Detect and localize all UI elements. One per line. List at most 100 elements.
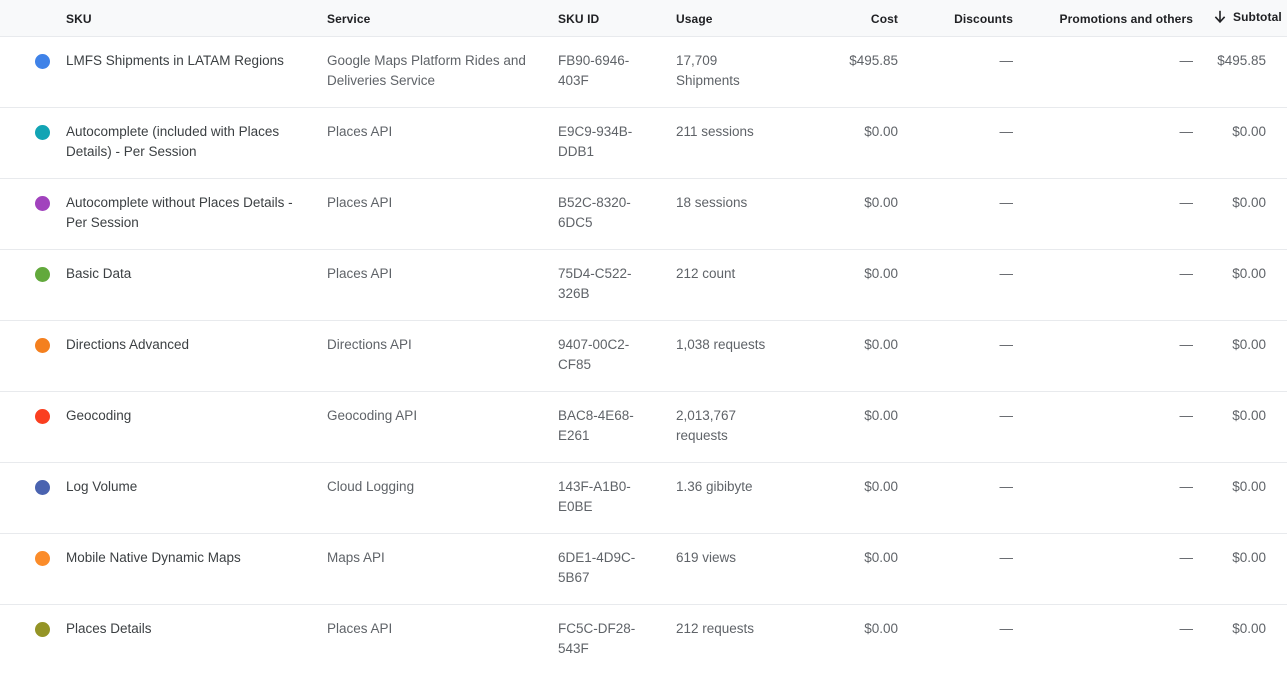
- cell-promotions: —: [1034, 179, 1214, 250]
- cell-sku-text: Autocomplete (included with Places Detai…: [66, 122, 327, 162]
- cell-discounts: —: [919, 321, 1034, 392]
- cell-usage-text: 17,709 Shipments: [676, 51, 806, 91]
- cell-discounts-text: —: [1000, 195, 1014, 210]
- row-color-swatch-cell: [0, 534, 66, 605]
- cell-subtotal: $0.00: [1214, 392, 1287, 463]
- cell-subtotal-text: $0.00: [1232, 195, 1266, 210]
- cell-usage: 18 sessions: [676, 179, 806, 250]
- cell-cost-text: $0.00: [864, 124, 898, 139]
- row-color-swatch-cell: [0, 250, 66, 321]
- cell-sku-id: E9C9-934B-DDB1: [558, 108, 676, 179]
- cell-service: Places API: [327, 179, 558, 250]
- cell-discounts-text: —: [1000, 337, 1014, 352]
- cell-sku-id-text: E9C9-934B-DDB1: [558, 122, 676, 162]
- cell-cost: $0.00: [806, 534, 919, 605]
- cell-sku-id-text: 6DE1-4D9C-5B67: [558, 548, 676, 588]
- cell-promotions: —: [1034, 108, 1214, 179]
- cell-sku-text: Mobile Native Dynamic Maps: [66, 548, 327, 568]
- cell-service: Directions API: [327, 321, 558, 392]
- cell-subtotal-text: $495.85: [1217, 53, 1266, 68]
- column-header-sku-id[interactable]: SKU ID: [558, 0, 676, 37]
- cell-sku: Log Volume: [66, 463, 327, 534]
- cell-sku-text: Autocomplete without Places Details - Pe…: [66, 193, 327, 233]
- cell-cost: $0.00: [806, 605, 919, 675]
- column-header-sku[interactable]: SKU: [66, 0, 327, 37]
- cell-cost-text: $0.00: [864, 621, 898, 636]
- cell-usage: 17,709 Shipments: [676, 37, 806, 108]
- row-color-swatch-cell: [0, 179, 66, 250]
- cell-sku-id: FC5C-DF28-543F: [558, 605, 676, 675]
- cell-sku-id-text: 75D4-C522-326B: [558, 264, 676, 304]
- cell-sku-text: Places Details: [66, 619, 327, 639]
- cell-service-text: Places API: [327, 264, 558, 284]
- row-color-swatch-cell: [0, 392, 66, 463]
- column-header-usage[interactable]: Usage: [676, 0, 806, 37]
- cell-promotions: —: [1034, 321, 1214, 392]
- cell-sku: Places Details: [66, 605, 327, 675]
- cell-sku-id-text: FC5C-DF28-543F: [558, 619, 676, 659]
- color-dot-icon: [35, 54, 50, 69]
- cell-usage-text: 2,013,767 requests: [676, 406, 806, 446]
- cell-service: Maps API: [327, 534, 558, 605]
- cell-usage: 1,038 requests: [676, 321, 806, 392]
- cell-service-text: Places API: [327, 122, 558, 142]
- cell-promotions-text: —: [1180, 195, 1194, 210]
- column-header-discounts[interactable]: Discounts: [919, 0, 1034, 37]
- cell-service: Places API: [327, 108, 558, 179]
- cell-sku-id: 9407-00C2-CF85: [558, 321, 676, 392]
- cell-cost-text: $0.00: [864, 408, 898, 423]
- cell-subtotal: $495.85: [1214, 37, 1287, 108]
- color-dot-icon: [35, 125, 50, 140]
- cell-discounts: —: [919, 179, 1034, 250]
- cell-subtotal-text: $0.00: [1232, 124, 1266, 139]
- cell-usage-text: 18 sessions: [676, 193, 806, 213]
- cell-discounts-text: —: [1000, 550, 1014, 565]
- cell-subtotal: $0.00: [1214, 179, 1287, 250]
- cell-subtotal-text: $0.00: [1232, 337, 1266, 352]
- cell-promotions-text: —: [1180, 266, 1194, 281]
- cell-discounts: —: [919, 250, 1034, 321]
- table-row[interactable]: Autocomplete (included with Places Detai…: [0, 108, 1287, 179]
- color-dot-icon: [35, 196, 50, 211]
- cell-usage-text: 1.36 gibibyte: [676, 477, 806, 497]
- cell-cost: $0.00: [806, 463, 919, 534]
- column-header-service[interactable]: Service: [327, 0, 558, 37]
- cell-sku-id: BAC8-4E68-E261: [558, 392, 676, 463]
- cell-subtotal: $0.00: [1214, 605, 1287, 675]
- cell-cost-text: $0.00: [864, 266, 898, 281]
- cell-sku-text: Directions Advanced: [66, 335, 327, 355]
- cell-cost: $0.00: [806, 179, 919, 250]
- cell-discounts: —: [919, 463, 1034, 534]
- cell-sku-id: 6DE1-4D9C-5B67: [558, 534, 676, 605]
- table-header: SKU Service SKU ID Usage Cost Discounts …: [0, 0, 1287, 37]
- cell-cost-text: $0.00: [864, 550, 898, 565]
- cell-subtotal: $0.00: [1214, 321, 1287, 392]
- cell-sku-id-text: B52C-8320-6DC5: [558, 193, 676, 233]
- cell-discounts-text: —: [1000, 53, 1014, 68]
- column-header-color-swatch: [0, 0, 66, 37]
- table-row[interactable]: Autocomplete without Places Details - Pe…: [0, 179, 1287, 250]
- cell-sku: Mobile Native Dynamic Maps: [66, 534, 327, 605]
- cell-promotions-text: —: [1180, 621, 1194, 636]
- cell-promotions: —: [1034, 37, 1214, 108]
- cell-sku: Directions Advanced: [66, 321, 327, 392]
- cell-subtotal-text: $0.00: [1232, 550, 1266, 565]
- row-color-swatch-cell: [0, 605, 66, 675]
- cell-usage-text: 1,038 requests: [676, 335, 806, 355]
- cell-discounts: —: [919, 108, 1034, 179]
- column-header-subtotal[interactable]: Subtotal: [1214, 0, 1287, 37]
- column-header-promotions[interactable]: Promotions and others: [1034, 0, 1214, 37]
- color-dot-icon: [35, 338, 50, 353]
- cell-promotions: —: [1034, 463, 1214, 534]
- cell-cost: $0.00: [806, 392, 919, 463]
- column-header-cost[interactable]: Cost: [806, 0, 919, 37]
